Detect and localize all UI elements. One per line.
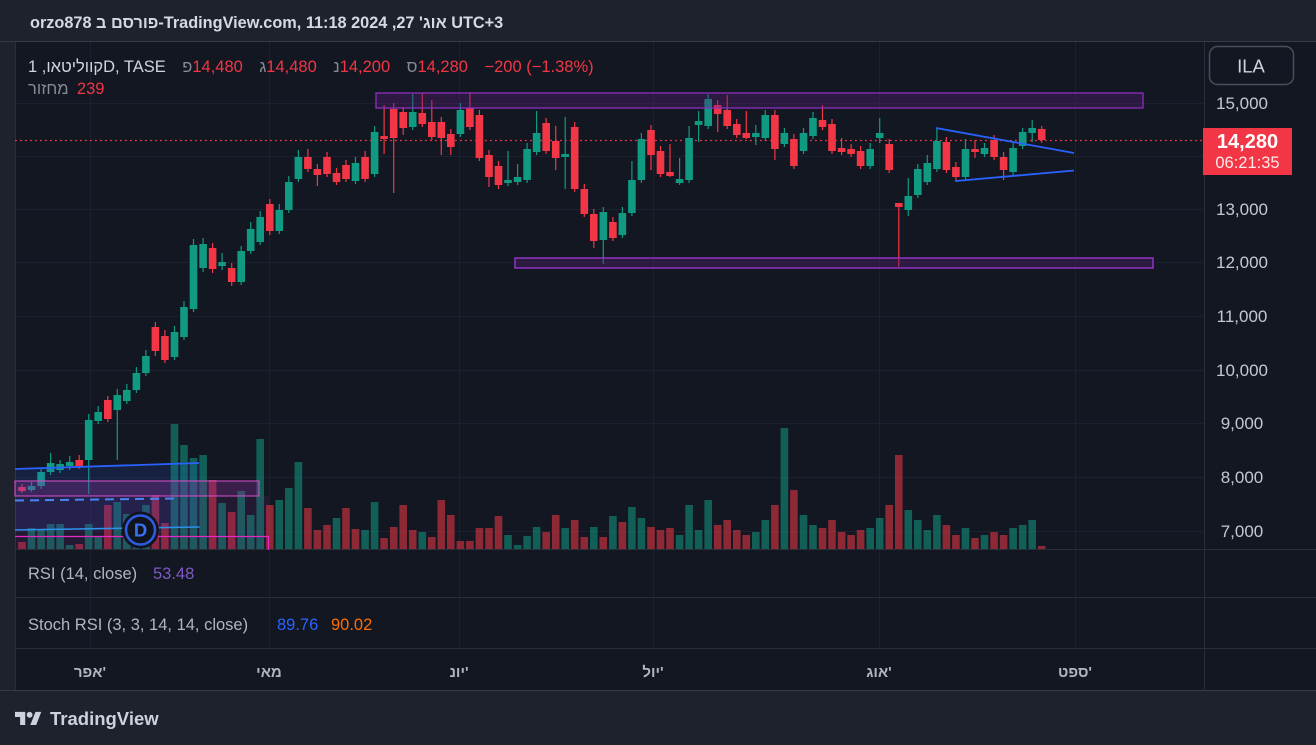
svg-text:orzo878 ב םסרופ-TradingView.co: orzo878 ב םסרופ-TradingView.com, 11:18 2… [30, 14, 503, 32]
svg-text:טפס': טפס' [1058, 664, 1092, 681]
svg-text:ILA: ILA [1237, 56, 1265, 77]
svg-text:12,000: 12,000 [1216, 253, 1268, 272]
svg-text:14,280: 14,280 [1217, 131, 1278, 153]
svg-text:לוי': לוי' [642, 664, 663, 681]
svg-text:15,000: 15,000 [1216, 94, 1268, 113]
svg-text:9,000: 9,000 [1221, 414, 1264, 433]
svg-text:06:21:35: 06:21:35 [1215, 154, 1279, 172]
svg-text:89.76: 89.76 [277, 616, 318, 634]
svg-text:RSI (14, close): RSI (14, close) [28, 565, 137, 583]
svg-text:8,000: 8,000 [1221, 468, 1264, 487]
svg-text:90.02: 90.02 [331, 616, 372, 634]
svg-text:Stoch RSI (3, 3, 14, 14, close: Stoch RSI (3, 3, 14, 14, close) [28, 616, 248, 634]
svg-text:13,000: 13,000 [1216, 200, 1268, 219]
svg-text:נוי': נוי' [449, 664, 468, 681]
svg-text:1 ,ואטילווקD, TASE פ14,480 ג: 1 ,ואטילווקD, TASE פ14,480 ג14,480 נ14,2… [28, 58, 594, 76]
svg-text:גוא': גוא' [866, 664, 892, 681]
svg-text:רפא': רפא' [74, 664, 106, 681]
svg-text:יאמ: יאמ [256, 664, 282, 681]
svg-text:10,000: 10,000 [1216, 361, 1268, 380]
svg-text:D: D [134, 520, 147, 541]
svg-text:11,000: 11,000 [1217, 307, 1268, 326]
svg-text:53.48: 53.48 [153, 565, 194, 583]
svg-text:TradingView: TradingView [50, 708, 159, 729]
svg-text:7,000: 7,000 [1221, 522, 1264, 541]
svg-text:רוזחמ 239: רוזחמ 239 [28, 80, 104, 98]
